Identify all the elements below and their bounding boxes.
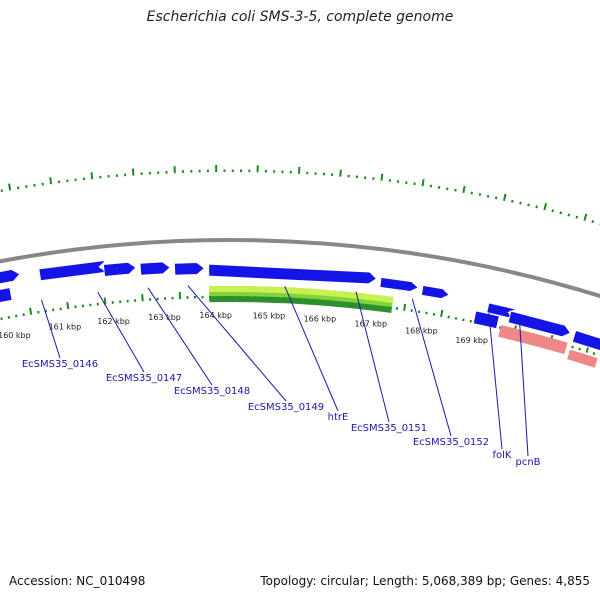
gene-label-leader: [411, 298, 452, 437]
inner-tick: [141, 294, 144, 302]
gene-arrow: [0, 268, 21, 285]
gene-label: EcSMS35_0147: [106, 373, 182, 384]
inner-tick: [592, 352, 596, 356]
outer-tick: [527, 203, 530, 207]
kbp-label: 167 kbp: [354, 320, 387, 329]
kbp-label: 161 kbp: [49, 323, 82, 332]
gene-label-leader: [488, 313, 503, 450]
outer-tick: [575, 215, 579, 219]
gene-arrow: [507, 310, 572, 338]
kbp-label: 164 kbp: [199, 311, 232, 320]
kbp-label: 160 kbp: [0, 331, 31, 340]
rna-highlight: [208, 286, 394, 304]
gene-label: EcSMS35_0151: [351, 423, 427, 434]
gene-arrow: [102, 261, 137, 278]
inner-tick: [498, 326, 502, 330]
outer-tick: [503, 193, 507, 202]
inner-tick: [578, 347, 581, 351]
outer-tick: [90, 172, 94, 180]
gene-label-leader: [187, 285, 287, 402]
gene-label: EcSMS35_0149: [248, 402, 324, 413]
rna-underlay: [209, 296, 393, 313]
outer-tick: [519, 201, 522, 205]
outer-tick: [583, 213, 588, 221]
gene-label: EcSMS35_0152: [413, 437, 489, 448]
gene-arrow: [139, 261, 172, 276]
gene-arrow: [420, 284, 451, 300]
outer-tick: [567, 213, 571, 217]
gene-arrow: [173, 261, 206, 276]
outer-tick: [8, 183, 12, 191]
gene-label: folK: [493, 450, 512, 461]
outer-tick: [559, 211, 563, 215]
outer-tick-ring: [0, 165, 600, 226]
gene-label: EcSMS35_0148: [174, 386, 250, 397]
outer-tick: [511, 199, 514, 203]
feature-track: [0, 259, 600, 368]
inner-tick: [29, 307, 33, 315]
gene-label-group: EcSMS35_0146 EcSMS35_0147 EcSMS35_0148 EcSM…: [22, 285, 541, 468]
genome-backbone: [0, 238, 600, 299]
outer-tick: [535, 205, 538, 209]
map-title: Escherichia coli SMS-3-5, complete genom…: [146, 9, 454, 25]
gene-arrow: [38, 259, 109, 282]
inner-tick: [440, 309, 444, 318]
outer-tick: [494, 196, 498, 200]
gene-arrow: [571, 329, 600, 352]
outer-tick: [131, 168, 135, 176]
outer-tick: [551, 209, 555, 213]
gene-label-leader: [284, 286, 339, 412]
kbp-label: 162 kbp: [97, 317, 130, 326]
inner-tick: [469, 319, 472, 323]
inner-tick: [571, 345, 574, 349]
outer-tick: [462, 185, 466, 194]
genome-summary-text: Topology: circular; Length: 5,068,389 bp…: [260, 574, 590, 588]
gene-arrow: [379, 276, 420, 292]
inner-tick: [66, 301, 70, 310]
outer-tick: [591, 220, 595, 224]
gene-block: [0, 288, 12, 303]
inner-tick: [103, 297, 107, 305]
kbp-label: 163 kbp: [148, 313, 181, 322]
gene-label-leader: [355, 291, 390, 423]
outer-tick: [421, 179, 425, 187]
pink-gene-block: [498, 325, 568, 355]
outer-tick: [543, 203, 548, 211]
kbp-label: 169 kbp: [455, 336, 488, 345]
pink-gene-block: [567, 349, 598, 368]
accession-text: Accession: NC_010498: [9, 574, 146, 588]
inner-tick: [403, 303, 407, 311]
gene-label: htrE: [328, 412, 349, 423]
gene-arrow: [208, 263, 378, 285]
outer-tick: [339, 169, 342, 177]
gene-label-leader: [519, 320, 529, 457]
gene-block: [473, 311, 499, 329]
kbp-label: 166 kbp: [304, 315, 337, 324]
gene-label-leader: [147, 287, 213, 386]
kbp-label: 165 kbp: [253, 312, 286, 321]
gene-label-leader: [41, 299, 61, 359]
outer-tick: [49, 177, 53, 185]
gene-label: pcnB: [515, 457, 540, 468]
gene-label: EcSMS35_0146: [22, 359, 98, 370]
gene-label-leader: [97, 292, 145, 373]
outer-tick: [380, 173, 384, 181]
